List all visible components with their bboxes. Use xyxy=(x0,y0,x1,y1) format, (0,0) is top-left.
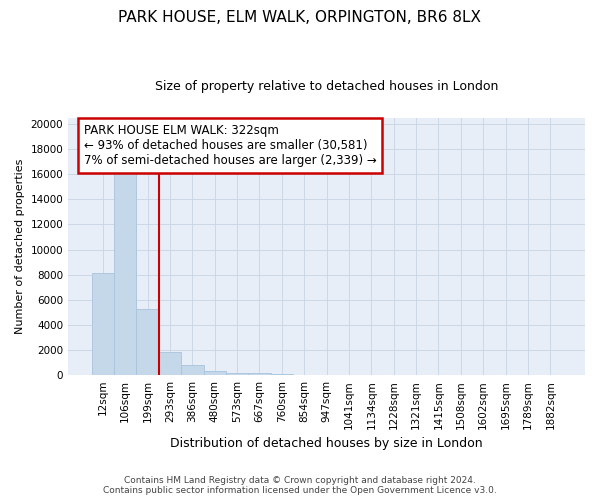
Bar xyxy=(114,166,136,375)
Bar xyxy=(92,274,114,375)
Bar xyxy=(226,372,248,375)
Bar xyxy=(159,352,181,375)
Title: Size of property relative to detached houses in London: Size of property relative to detached ho… xyxy=(155,80,498,93)
X-axis label: Distribution of detached houses by size in London: Distribution of detached houses by size … xyxy=(170,437,483,450)
Text: PARK HOUSE ELM WALK: 322sqm
← 93% of detached houses are smaller (30,581)
7% of : PARK HOUSE ELM WALK: 322sqm ← 93% of det… xyxy=(83,124,376,167)
Bar xyxy=(181,365,203,375)
Text: PARK HOUSE, ELM WALK, ORPINGTON, BR6 8LX: PARK HOUSE, ELM WALK, ORPINGTON, BR6 8LX xyxy=(119,10,482,25)
Bar xyxy=(203,370,226,375)
Text: Contains HM Land Registry data © Crown copyright and database right 2024.
Contai: Contains HM Land Registry data © Crown c… xyxy=(103,476,497,495)
Bar xyxy=(271,374,293,375)
Bar xyxy=(248,373,271,375)
Y-axis label: Number of detached properties: Number of detached properties xyxy=(15,158,25,334)
Bar xyxy=(136,308,159,375)
